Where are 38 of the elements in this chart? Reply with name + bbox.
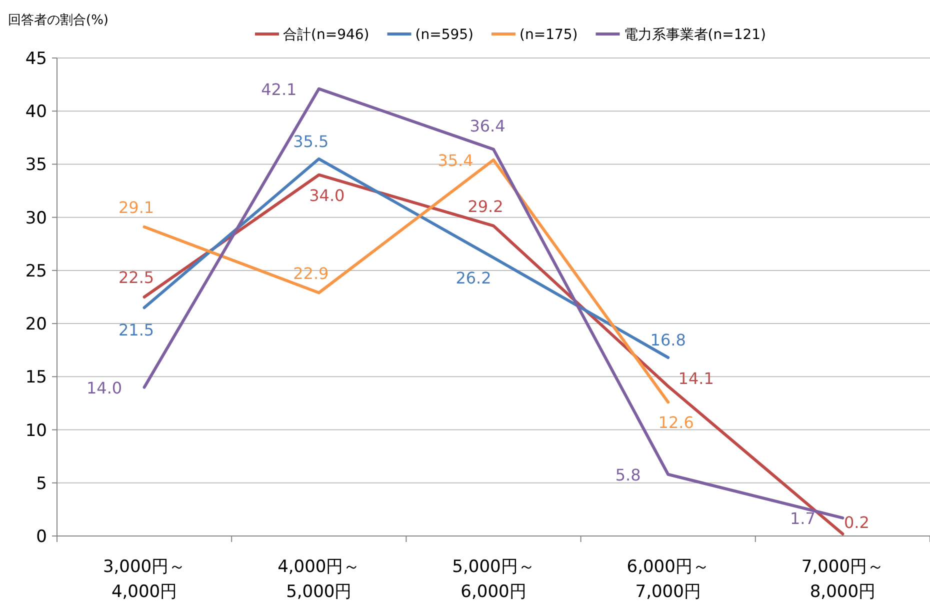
data-label: 35.5 <box>293 132 329 151</box>
data-label: 12.6 <box>658 413 694 432</box>
data-label: 16.8 <box>650 330 686 350</box>
data-label: 5.8 <box>615 465 641 484</box>
y-tick-label: 20 <box>25 314 47 335</box>
data-label: 29.1 <box>118 198 154 217</box>
data-label: 14.1 <box>678 369 714 388</box>
y-tick-label: 40 <box>25 102 47 122</box>
x-tick-label: 4,000円～ 5,000円 <box>278 557 360 602</box>
y-tick-label: 10 <box>25 420 47 441</box>
data-label: 22.5 <box>118 268 154 287</box>
x-tick-label: 7,000円～ 8,000円 <box>801 557 884 602</box>
y-tick-label: 15 <box>25 368 47 388</box>
data-label: 0.2 <box>844 512 870 532</box>
y-tick-label: 0 <box>36 527 47 547</box>
data-label: 14.0 <box>86 378 122 398</box>
y-tick-label: 35 <box>25 155 47 176</box>
x-tick-label: 3,000円～ 4,000円 <box>102 557 186 602</box>
legend-label: (n=175) <box>520 27 578 43</box>
legend-label: (n=595) <box>415 27 474 43</box>
legend-label: 電力系事業者(n=121) <box>624 27 766 43</box>
data-label: 42.1 <box>261 80 297 99</box>
y-axis-title: 回答者の割合(%) <box>8 13 108 28</box>
x-tick-label: 6,000円～ 7,000円 <box>626 557 710 602</box>
data-label: 26.2 <box>456 268 492 288</box>
data-label: 21.5 <box>118 320 154 340</box>
y-tick-label: 30 <box>25 208 47 228</box>
y-tick-label: 5 <box>36 474 47 494</box>
legend-label: 合計(n=946) <box>283 27 370 43</box>
data-label: 1.7 <box>790 508 816 528</box>
data-label: 36.4 <box>470 116 506 136</box>
x-tick-label: 5,000円～ 6,000円 <box>452 557 535 602</box>
y-tick-label: 45 <box>25 49 47 69</box>
data-label: 29.2 <box>468 196 504 216</box>
data-label: 22.9 <box>293 264 329 283</box>
data-label: 34.0 <box>309 186 345 205</box>
y-tick-label: 25 <box>25 261 47 282</box>
data-label: 35.4 <box>438 150 474 170</box>
